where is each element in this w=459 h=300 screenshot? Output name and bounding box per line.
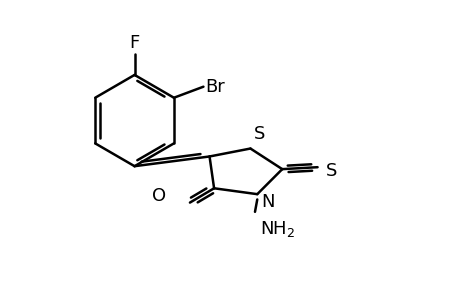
Text: N: N <box>260 193 274 211</box>
Text: NH$_2$: NH$_2$ <box>259 219 294 239</box>
Text: S: S <box>253 125 265 143</box>
Text: S: S <box>325 162 336 180</box>
Text: F: F <box>129 34 140 52</box>
Text: Br: Br <box>205 78 225 96</box>
Text: O: O <box>152 187 166 205</box>
